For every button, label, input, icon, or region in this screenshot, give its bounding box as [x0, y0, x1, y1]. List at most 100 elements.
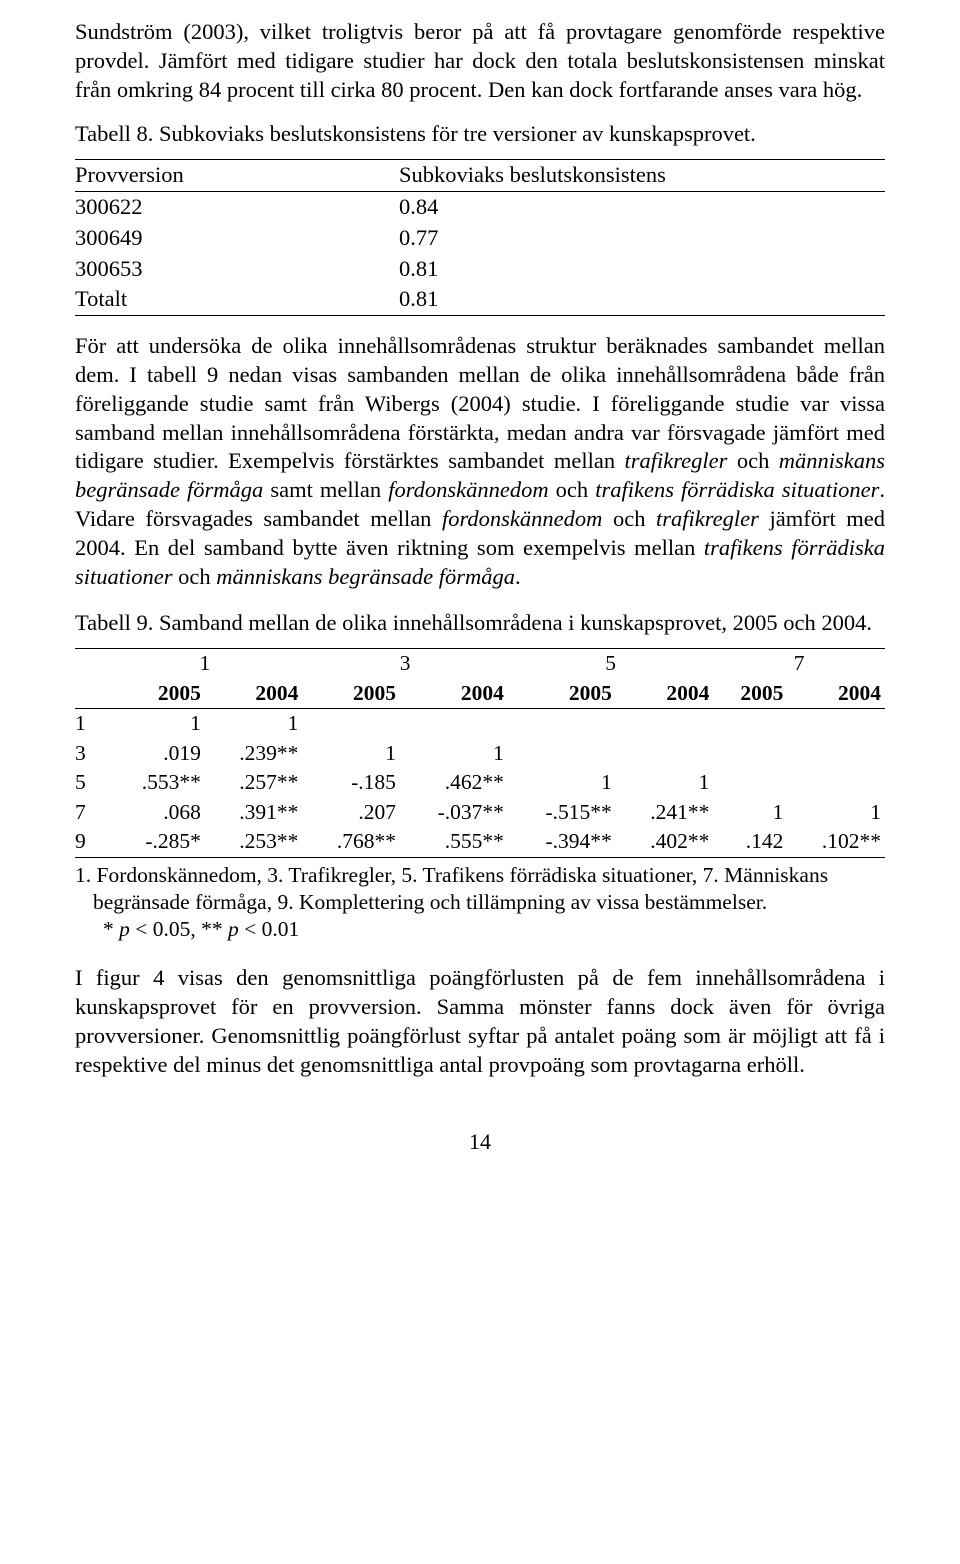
- t9-group-7: 7: [713, 649, 885, 679]
- t9-cell: .068: [107, 798, 205, 828]
- text: < 0.05, **: [130, 917, 228, 941]
- t9-cell: .391**: [205, 798, 303, 828]
- t8-header-provversion: Provversion: [75, 160, 399, 192]
- t9-cell: 1: [107, 709, 205, 739]
- t9-cell: .555**: [400, 827, 508, 857]
- t9-cell: 1: [302, 739, 400, 769]
- t9-group-header-row: 1 3 5 7: [75, 649, 885, 679]
- t9-cell: [508, 739, 616, 769]
- t9-cell: [302, 709, 400, 739]
- table-row: 7 .068 .391** .207 -.037** -.515** .241*…: [75, 798, 885, 828]
- t9-cell: -.037**: [400, 798, 508, 828]
- t9-cell: .207: [302, 798, 400, 828]
- t9-cell: [508, 709, 616, 739]
- t9-cell: [713, 739, 787, 769]
- t9-cell: .768**: [302, 827, 400, 857]
- t9-group-3: 3: [302, 649, 507, 679]
- t9-cell: .102**: [787, 827, 885, 857]
- t8-cell: 0.81: [399, 254, 885, 285]
- t9-rowlabel: 3: [75, 739, 107, 769]
- t8-cell: 300622: [75, 191, 399, 222]
- italic: människans begränsade förmåga: [216, 564, 515, 589]
- t9-rowlabel: 1: [75, 709, 107, 739]
- table-row: 3 .019 .239** 1 1: [75, 739, 885, 769]
- t9-year: 2004: [400, 679, 508, 709]
- t9-year: 2005: [302, 679, 400, 709]
- t9-cell: [616, 739, 714, 769]
- t9-cell: [713, 709, 787, 739]
- table8-caption: Tabell 8. Subkoviaks beslutskonsistens f…: [75, 120, 885, 149]
- text: och: [173, 564, 217, 589]
- table-9: 1 3 5 7 2005 2004 2005 2004 2005 2004 20…: [75, 648, 885, 858]
- t9-year: 2005: [508, 679, 616, 709]
- t9-cell: [713, 768, 787, 798]
- t9-cell: [787, 739, 885, 769]
- paragraph-1: Sundström (2003), vilket troligtvis bero…: [75, 18, 885, 104]
- italic: trafikregler: [656, 506, 759, 531]
- t9-cell: .142: [713, 827, 787, 857]
- t9-cell: .239**: [205, 739, 303, 769]
- text: och: [549, 477, 596, 502]
- t9-cell: [400, 709, 508, 739]
- t9-cell: -.285*: [107, 827, 205, 857]
- table-row: 300653 0.81: [75, 254, 885, 285]
- text: .: [515, 564, 521, 589]
- t9-cell: .019: [107, 739, 205, 769]
- t9-year: 2004: [616, 679, 714, 709]
- t9-cell: [616, 709, 714, 739]
- table-row: 300622 0.84: [75, 191, 885, 222]
- table-row: 5 .553** .257** -.185 .462** 1 1: [75, 768, 885, 798]
- t9-cell: .402**: [616, 827, 714, 857]
- t8-cell: 300649: [75, 223, 399, 254]
- t9-group-5: 5: [508, 649, 713, 679]
- t9-cell: 1: [205, 709, 303, 739]
- text: och: [727, 448, 778, 473]
- t9-cell: [787, 768, 885, 798]
- italic: trafikens förrädiska situationer: [595, 477, 879, 502]
- t8-cell: 0.84: [399, 191, 885, 222]
- t9-cell: -.394**: [508, 827, 616, 857]
- text: samt mellan: [263, 477, 388, 502]
- paragraph-2: För att undersöka de olika innehållsområ…: [75, 332, 885, 591]
- t9-year: 2004: [205, 679, 303, 709]
- t9-cell: -.185: [302, 768, 400, 798]
- table-row: 9 -.285* .253** .768** .555** -.394** .4…: [75, 827, 885, 857]
- italic: trafikregler: [625, 448, 728, 473]
- t9-cell: .553**: [107, 768, 205, 798]
- table9-footnote-1: 1. Fordonskännedom, 3. Trafikregler, 5. …: [75, 862, 885, 916]
- t9-cell: 1: [616, 768, 714, 798]
- t8-cell: 0.81: [399, 284, 885, 315]
- table-row: Totalt 0.81: [75, 284, 885, 315]
- text: < 0.01: [239, 917, 300, 941]
- t9-rowlabel: 5: [75, 768, 107, 798]
- t9-cell: 1: [400, 739, 508, 769]
- table-row: 1 1 1: [75, 709, 885, 739]
- italic: p: [119, 917, 130, 941]
- t9-rowlabel: 7: [75, 798, 107, 828]
- table9-footnote-2: * p < 0.05, ** p < 0.01: [75, 916, 885, 943]
- t9-cell: 1: [787, 798, 885, 828]
- t8-cell: 0.77: [399, 223, 885, 254]
- t9-cell: 1: [713, 798, 787, 828]
- t9-year: 2005: [713, 679, 787, 709]
- t9-cell: [787, 709, 885, 739]
- table-row: 300649 0.77: [75, 223, 885, 254]
- t9-cell: -.515**: [508, 798, 616, 828]
- t9-year-header-row: 2005 2004 2005 2004 2005 2004 2005 2004: [75, 679, 885, 709]
- table9-caption: Tabell 9. Samband mellan de olika innehå…: [75, 609, 885, 638]
- t9-year: 2005: [107, 679, 205, 709]
- t9-cell: .462**: [400, 768, 508, 798]
- italic: fordonskännedom: [442, 506, 602, 531]
- t8-cell: 300653: [75, 254, 399, 285]
- t9-cell: 1: [508, 768, 616, 798]
- paragraph-3: I figur 4 visas den genomsnittliga poäng…: [75, 964, 885, 1079]
- t8-cell: Totalt: [75, 284, 399, 315]
- t9-rowlabel: 9: [75, 827, 107, 857]
- text: och: [602, 506, 656, 531]
- t9-cell: .257**: [205, 768, 303, 798]
- t9-cell: .241**: [616, 798, 714, 828]
- text: *: [103, 917, 119, 941]
- t9-group-1: 1: [107, 649, 302, 679]
- italic: p: [228, 917, 239, 941]
- table-8: Provversion Subkoviaks beslutskonsistens…: [75, 159, 885, 316]
